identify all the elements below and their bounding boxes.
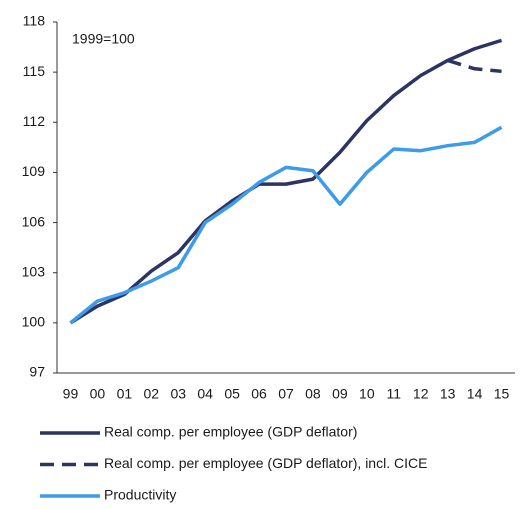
x-tick-label: 11 [386, 386, 401, 402]
annotation: 1999=100 [72, 31, 135, 47]
x-tick-label: 99 [63, 386, 79, 402]
x-tick-label: 13 [440, 386, 456, 402]
legend-label: Real comp. per employee (GDP deflator), … [104, 455, 427, 471]
x-tick-label: 02 [144, 386, 160, 402]
y-tick-label: 115 [23, 63, 46, 79]
legend-label: Real comp. per employee (GDP deflator) [104, 424, 357, 440]
x-tick-label: 00 [90, 386, 106, 402]
x-tick-label: 09 [332, 386, 348, 402]
y-tick-label: 106 [22, 213, 46, 229]
x-tick-label: 04 [197, 386, 213, 402]
series-line [447, 58, 502, 74]
x-tick-label: 10 [359, 386, 375, 402]
x-tick-label: 01 [117, 386, 133, 402]
x-tick-label: 14 [467, 386, 483, 402]
series-line [69, 125, 503, 325]
y-tick-label: 112 [23, 113, 46, 129]
x-tick-label: 08 [305, 386, 321, 402]
series-line [69, 38, 503, 325]
x-tick-label: 15 [494, 386, 510, 402]
y-tick-label: 103 [22, 263, 46, 279]
legend-label: Productivity [104, 487, 176, 503]
x-tick-label: 03 [170, 386, 186, 402]
x-tick-label: 05 [224, 386, 240, 402]
y-tick-label: 97 [29, 364, 45, 380]
y-tick-label: 118 [23, 13, 46, 29]
x-tick-label: 12 [413, 386, 429, 402]
y-tick-label: 100 [22, 314, 46, 330]
y-tick-label: 109 [22, 163, 46, 179]
x-tick-label: 06 [251, 386, 267, 402]
x-tick-label: 07 [278, 386, 294, 402]
